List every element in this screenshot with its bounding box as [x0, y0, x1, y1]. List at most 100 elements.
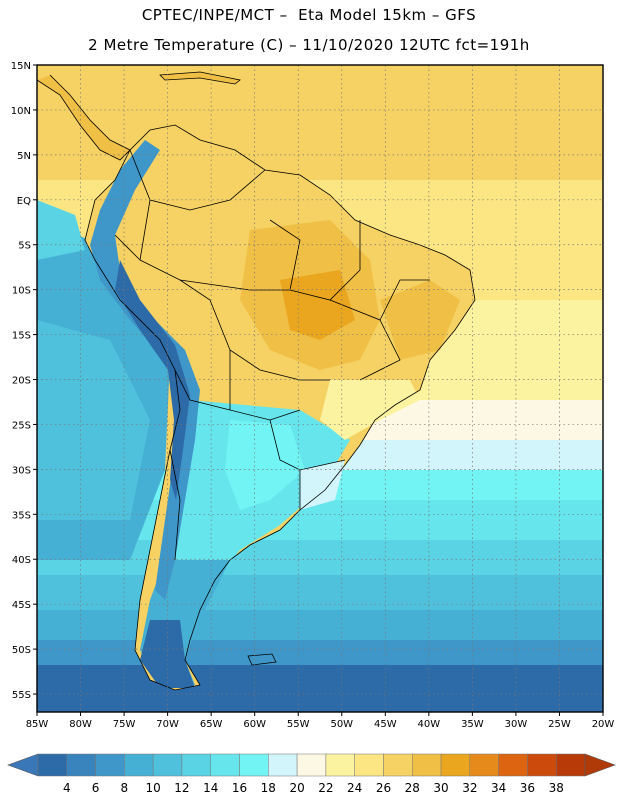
- argentina-mild: [225, 420, 305, 510]
- lat-label: 20S: [12, 376, 31, 387]
- colorbar-label: 22: [318, 781, 333, 795]
- colorbar-label: 28: [405, 781, 420, 795]
- ocean-band-10: [37, 610, 603, 645]
- lon-label: 85W: [26, 719, 49, 730]
- lat-label: 15S: [12, 331, 31, 342]
- lat-label: 50S: [12, 645, 31, 656]
- colorbar-swatch: [498, 753, 528, 777]
- patagonia-cold: [140, 620, 195, 688]
- lat-label: 5N: [17, 151, 31, 162]
- border-6: [269, 219, 301, 291]
- colorbar-swatch: [469, 753, 499, 777]
- lon-label: 20W: [592, 719, 615, 730]
- northeast-brazil-warm: [380, 280, 460, 360]
- temperature-map: 15N 10N 5N EQ 5S 10S 15S 20S 25S 30S 35S 40S 45S 50S 5…: [11, 61, 615, 730]
- border-12: [379, 279, 430, 321]
- colorbar-label: 4: [63, 781, 71, 795]
- pacific-cooler-zone: [37, 320, 150, 520]
- border-3: [114, 234, 141, 261]
- lon-label: 25W: [548, 719, 571, 730]
- lat-label: 10S: [12, 286, 31, 297]
- lon-label: 40W: [418, 719, 441, 730]
- andes-colder-strip: [115, 260, 190, 500]
- colorbar-label: 34: [491, 781, 506, 795]
- colorbar-swatch: [124, 753, 154, 777]
- lat-label: 55S: [12, 690, 31, 701]
- colorbar-label: 32: [462, 781, 477, 795]
- lat-label: 45S: [12, 600, 31, 611]
- colorbar-label: 38: [549, 781, 564, 795]
- colorbar-labels: 4 6 8 10 12 14 16 18 20 22 24 26 28 30 32 34 36 38: [63, 781, 564, 795]
- map-field: [37, 65, 603, 712]
- lat-label: 5S: [18, 241, 31, 252]
- lat-label: 10N: [11, 106, 31, 117]
- lon-label: 45W: [374, 719, 397, 730]
- border-11: [329, 299, 401, 381]
- lon-label: 50W: [330, 719, 353, 730]
- lat-label: 40S: [12, 555, 31, 566]
- colorbar-swatch: [354, 753, 384, 777]
- colorbar-swatch: [527, 753, 557, 777]
- colorbar-label: 12: [174, 781, 189, 795]
- colorbar: 4 6 8 10 12 14 16 18 20 22 24 26 28 30 32 34 36 38: [7, 753, 616, 795]
- lat-label: EQ: [17, 196, 31, 207]
- colorbar-label: 16: [232, 781, 247, 795]
- colorbar-swatch: [412, 753, 442, 777]
- lon-label: 65W: [200, 719, 223, 730]
- colorbar-label: 10: [146, 781, 161, 795]
- border-9: [269, 419, 346, 471]
- colorbar-label: 14: [203, 781, 218, 795]
- lat-label: 30S: [12, 465, 31, 476]
- central-america-land: [37, 75, 130, 160]
- colorbar-swatch: [66, 753, 96, 777]
- lat-label: 15N: [11, 61, 31, 72]
- colorbar-swatches: [7, 753, 616, 777]
- colorbar-label: 8: [121, 781, 129, 795]
- coastline-falklands: [247, 653, 277, 666]
- lon-label: 80W: [69, 719, 92, 730]
- border-13: [169, 449, 181, 561]
- lat-label: 35S: [12, 510, 31, 521]
- lon-label: 35W: [461, 719, 484, 730]
- colorbar-label: 36: [520, 781, 535, 795]
- colorbar-label: 26: [376, 781, 391, 795]
- colorbar-label: 20: [289, 781, 304, 795]
- colorbar-swatch: [296, 753, 327, 777]
- lon-label: 60W: [243, 719, 266, 730]
- colorbar-swatch: [239, 753, 269, 777]
- lon-label: 70W: [156, 719, 179, 730]
- colorbar-swatch: [268, 753, 298, 777]
- southeast-brazil-mild: [320, 380, 420, 440]
- map-title-line-2: 2 Metre Temperature (C) – 11/10/2020 12U…: [88, 36, 530, 54]
- longitude-labels: 85W 80W 75W 70W 65W 60W 55W 50W 45W 40W 35W 30W 25W 2…: [26, 712, 615, 730]
- border-2: [139, 199, 251, 291]
- lon-label: 30W: [505, 719, 528, 730]
- coastlines-and-borders: [37, 71, 476, 691]
- colorbar-swatch: [440, 753, 471, 777]
- border-1: [129, 149, 266, 211]
- colorbar-swatch: [383, 753, 413, 777]
- uruguay-mild: [300, 460, 345, 510]
- colorbar-label: 6: [92, 781, 100, 795]
- lon-label: 75W: [113, 719, 136, 730]
- border-4: [179, 279, 330, 381]
- colorbar-swatch: [210, 753, 240, 777]
- lat-label: 25S: [12, 420, 31, 431]
- colorbar-label: 30: [433, 781, 448, 795]
- colorbar-label: 18: [261, 781, 276, 795]
- border-8: [229, 350, 301, 421]
- falklands-land: [248, 654, 276, 665]
- latitude-labels: 15N 10N 5N EQ 5S 10S 15S 20S 25S 30S 35S 40S 45S 50S 5…: [11, 61, 37, 701]
- map-title-line-1: CPTEC/INPE/MCT – Eta Model 15km – GFS: [141, 6, 477, 24]
- colorbar-swatch: [37, 753, 68, 777]
- coastline-south-america: [84, 124, 476, 691]
- lon-label: 55W: [287, 719, 310, 730]
- coastline-caribbean-islands: [159, 71, 241, 85]
- colorbar-low-arrow: [7, 753, 39, 777]
- ocean-band-6: [37, 665, 603, 712]
- colorbar-high-arrow: [584, 753, 616, 777]
- colorbar-label: 24: [347, 781, 362, 795]
- colorbar-swatch: [152, 753, 183, 777]
- land-hottest-core: [280, 270, 355, 340]
- colorbar-swatch: [181, 753, 211, 777]
